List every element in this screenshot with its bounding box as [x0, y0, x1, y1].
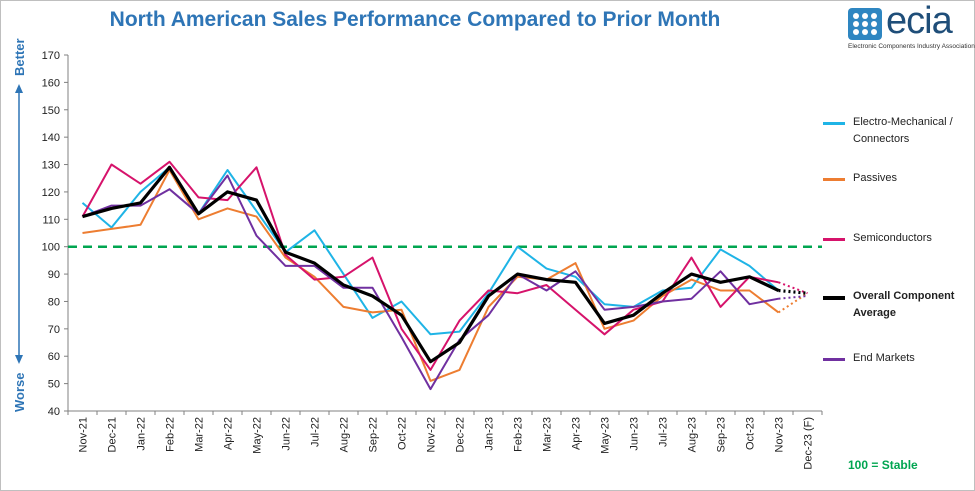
- forecast-line-semis: [778, 281, 808, 295]
- x-tick-label: Apr-22: [223, 417, 235, 450]
- x-tick-label: Mar-23: [542, 417, 554, 452]
- forecast-line-end: [778, 294, 808, 300]
- x-tick-label: Nov-23: [774, 417, 786, 452]
- stable-note: 100 = Stable: [848, 458, 918, 472]
- ecia-logo-icon: [848, 8, 882, 40]
- x-tick-label: Oct-23: [745, 417, 757, 450]
- y-tick-label: 80: [48, 296, 60, 308]
- y-tick-label: 140: [42, 132, 60, 144]
- y-tick-label: 130: [42, 160, 60, 172]
- chart-title: North American Sales Performance Compare…: [109, 8, 721, 31]
- x-tick-label: Dec-23 (F): [803, 417, 815, 470]
- x-tick-label: Dec-22: [455, 417, 467, 452]
- x-tick-label: Oct-22: [397, 417, 409, 450]
- legend-label-electro: Electro-Mechanical / Connectors: [853, 116, 953, 145]
- y-tick-label: 110: [42, 214, 60, 226]
- legend-swatch-electro: [823, 122, 845, 125]
- legend-swatch-overall: [823, 296, 845, 300]
- x-tick-label: Jul-23: [658, 417, 670, 447]
- x-tick-label: Feb-23: [513, 417, 525, 452]
- x-tick-label: Jan-22: [136, 417, 148, 451]
- ecia-logo: ecia Electronic Components Industry Asso…: [848, 0, 975, 54]
- x-tick-label: Jun-22: [281, 417, 293, 451]
- legend-label-passives: Passives: [853, 172, 898, 184]
- x-tick-label: Dec-21: [107, 417, 119, 452]
- x-tick-label: Jun-23: [629, 417, 641, 451]
- y-tick-label: 120: [42, 187, 60, 199]
- legend-swatch-end: [823, 358, 845, 361]
- x-tick-label: Nov-22: [426, 417, 438, 452]
- y-tick-label: 90: [48, 269, 60, 281]
- x-tick-label: Sep-22: [368, 417, 380, 452]
- y-tick-label: 40: [48, 406, 60, 418]
- y-tick-label: 50: [48, 379, 60, 391]
- x-tick-label: Aug-22: [339, 417, 351, 452]
- legend-label-overall: Overall Component Average: [853, 290, 955, 319]
- legend-swatch-semis: [823, 238, 845, 241]
- legend-label-end: End Markets: [853, 352, 915, 364]
- worse-arrow-icon: [15, 355, 23, 364]
- x-tick-label: Jul-22: [310, 417, 322, 447]
- y-tick-label: 100: [42, 242, 60, 254]
- x-tick-label: Nov-21: [78, 417, 90, 452]
- legend-swatch-passives: [823, 178, 845, 181]
- x-tick-label: May-22: [252, 417, 264, 454]
- x-tick-label: Mar-22: [194, 417, 206, 452]
- x-tick-label: Feb-22: [165, 417, 177, 452]
- y-tick-label: 160: [42, 77, 60, 89]
- x-tick-label: Aug-23: [687, 417, 699, 452]
- x-tick-label: Sep-23: [716, 417, 728, 452]
- x-tick-label: Apr-23: [571, 417, 583, 450]
- legend-label-semis: Semiconductors: [853, 232, 932, 244]
- series-line-passives: [82, 169, 780, 382]
- y-tick-label: 60: [48, 351, 60, 363]
- x-tick-label: May-23: [600, 417, 612, 454]
- ecia-logo-subtitle: Electronic Components Industry Associati…: [848, 43, 975, 50]
- y-tick-label: 170: [42, 50, 60, 62]
- ecia-logo-word: ecia: [886, 0, 953, 42]
- y-tick-label: 150: [42, 105, 60, 117]
- better-arrow-icon: [15, 84, 23, 93]
- series-line-overall: [82, 165, 780, 364]
- x-tick-label: Jan-23: [484, 417, 496, 451]
- y-tick-label: 70: [48, 324, 60, 336]
- forecast-line-passives: [777, 292, 809, 314]
